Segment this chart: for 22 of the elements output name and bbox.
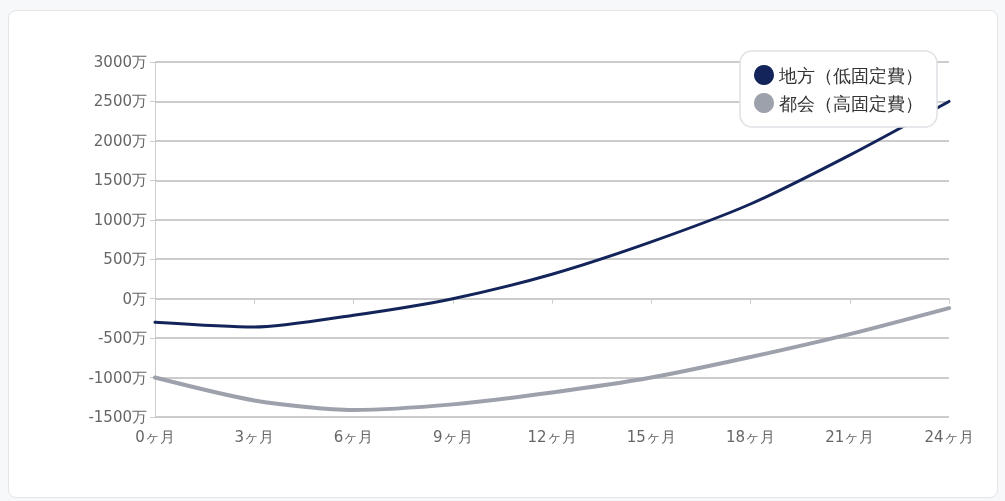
legend-label: 都会（高固定費） xyxy=(779,92,923,114)
x-tick-label: 21ヶ月 xyxy=(825,427,875,446)
x-tick-label: 3ヶ月 xyxy=(234,427,275,446)
x-tick-label: 9ヶ月 xyxy=(432,427,473,446)
y-tick-label: 0万 xyxy=(122,289,147,308)
y-tick-label: 500万 xyxy=(103,250,147,269)
y-tick-label: -1000万 xyxy=(88,368,147,387)
y-tick-label: 2500万 xyxy=(93,92,147,111)
legend-label: 地方（低固定費） xyxy=(778,64,923,86)
line-series xyxy=(153,306,951,412)
x-tick-label: 24ヶ月 xyxy=(924,427,974,446)
x-tick-label: 15ヶ月 xyxy=(626,427,676,446)
y-tick-label: -500万 xyxy=(97,329,147,348)
y-tick-label: 1500万 xyxy=(93,171,147,190)
x-tick-label: 12ヶ月 xyxy=(527,427,577,446)
y-tick-label: 1000万 xyxy=(93,210,147,229)
x-tick-label: 6ヶ月 xyxy=(333,427,374,446)
y-tick-label: -1500万 xyxy=(88,408,147,426)
x-tick-label: 18ヶ月 xyxy=(725,427,776,446)
x-tick-label: 0ヶ月 xyxy=(135,427,175,446)
y-tick-label: 2000万 xyxy=(93,131,147,150)
y-tick-label: 3000万 xyxy=(93,53,147,71)
